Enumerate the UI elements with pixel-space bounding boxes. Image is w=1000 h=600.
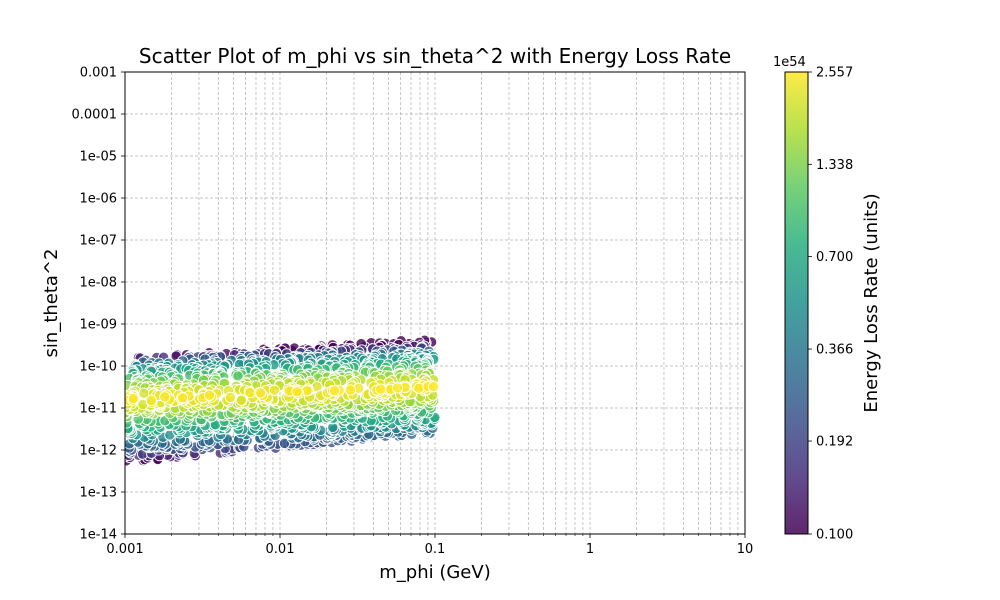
- y-tick-label: 0.0001: [72, 108, 118, 123]
- scatter-point: [291, 386, 303, 398]
- colorbar: [784, 71, 809, 535]
- y-tick-label: 1e-10: [79, 360, 117, 375]
- colorbar-tick-label: 1.338: [816, 158, 853, 173]
- x-axis-label: m_phi (GeV): [379, 562, 490, 583]
- scatter-point: [391, 382, 404, 394]
- y-tick-label: 1e-06: [79, 192, 117, 207]
- y-tick-label: 1e-07: [79, 234, 117, 249]
- scatter-point: [255, 387, 267, 399]
- x-tick-label: 0.1: [425, 542, 446, 557]
- x-tick-label: 0.01: [266, 542, 295, 557]
- colorbar-tick-label: 0.192: [816, 435, 853, 450]
- scatter-point: [176, 392, 189, 404]
- colorbar-tick-label: 0.366: [816, 343, 853, 358]
- scatter-points: [125, 334, 441, 467]
- grid-lines: [124, 71, 746, 535]
- x-tick-label: 0.001: [106, 542, 143, 557]
- scatter-point: [329, 385, 341, 397]
- y-tick-label: 1e-14: [79, 528, 117, 543]
- colorbar-ticks: 0.100 0.192 0.366 0.700 1.338 2.557: [808, 66, 853, 543]
- scatter-point: [235, 394, 247, 406]
- scatter-point: [127, 392, 140, 405]
- colorbar-tick-label: 0.700: [816, 250, 853, 265]
- y-tick-label: 1e-11: [79, 402, 117, 417]
- scatter-point: [344, 384, 357, 396]
- scatter-point: [278, 437, 291, 450]
- y-tick-label: 1e-12: [79, 444, 117, 459]
- scatter-point: [413, 382, 425, 394]
- axes: 0.001 0.01 0.1 1 10 1e-14 1e-13 1e-12 1e-11 1e-10…: [72, 66, 754, 558]
- x-tick-label: 1: [586, 542, 594, 557]
- y-tick-label: 1e-05: [79, 150, 117, 165]
- x-tick-label: 10: [737, 542, 754, 557]
- colorbar-label: Energy Loss Rate (units): [861, 193, 882, 412]
- scatter-point: [159, 391, 171, 403]
- scatter-point: [203, 389, 216, 401]
- scatter-point: [145, 394, 157, 407]
- colorbar-tick-label: 0.100: [816, 528, 853, 543]
- y-tick-label: 1e-13: [79, 486, 117, 501]
- y-axis-label: sin_theta^2: [41, 249, 62, 358]
- scatter-point: [375, 383, 387, 395]
- colorbar-exponent: 1e54: [773, 55, 806, 70]
- scatter-point: [268, 384, 281, 396]
- y-tick-label: 1e-09: [79, 318, 117, 333]
- scatter-point: [427, 381, 440, 393]
- scatter-point: [224, 391, 237, 404]
- y-tick-label: 0.001: [80, 66, 117, 81]
- colorbar-tick-label: 2.557: [816, 66, 853, 81]
- chart-title: Scatter Plot of m_phi vs sin_theta^2 wit…: [139, 44, 731, 68]
- y-tick-label: 1e-08: [79, 276, 117, 291]
